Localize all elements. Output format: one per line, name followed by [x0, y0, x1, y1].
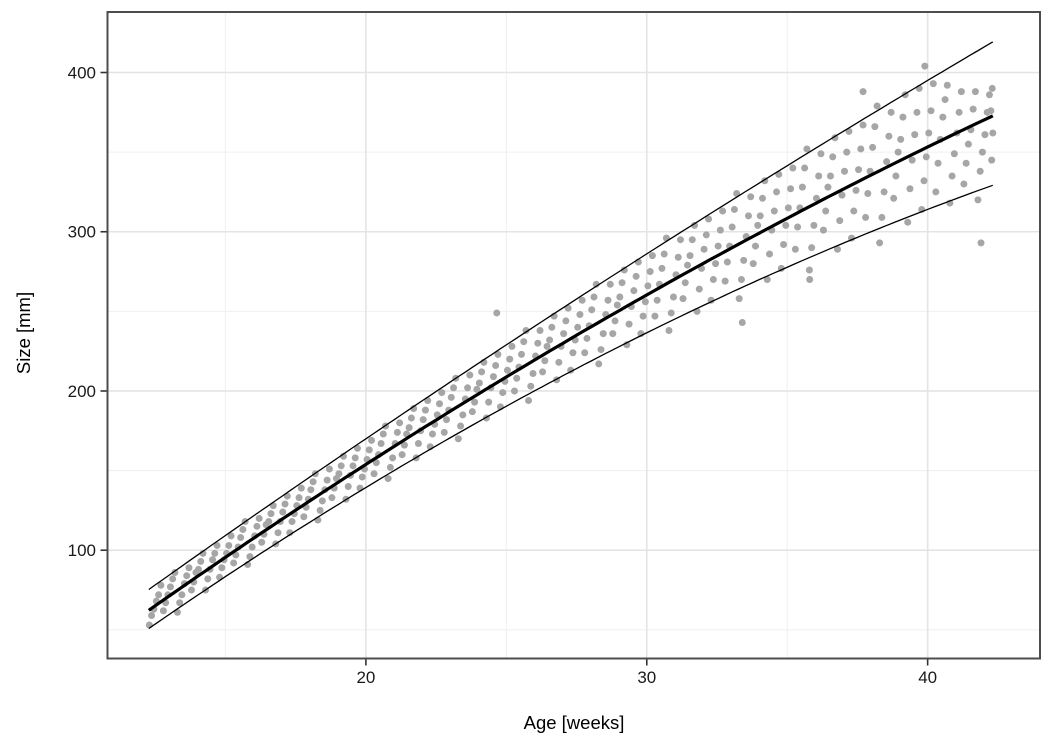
- interval-line-lower: [148, 184, 994, 630]
- y-tick-label: 300: [68, 223, 96, 242]
- x-tick-label: 30: [637, 668, 656, 687]
- grid-major: [107, 12, 1040, 659]
- x-axis-title: Age [weeks]: [523, 712, 625, 733]
- fit-line-center: [147, 114, 994, 612]
- x-tick-label: 40: [918, 668, 937, 687]
- grid-minor: [107, 12, 1040, 659]
- y-axis-title: Size [mm]: [13, 291, 34, 375]
- y-tick-label: 400: [68, 64, 96, 83]
- panel-border: [106, 11, 1041, 660]
- interval-line-upper: [148, 41, 994, 591]
- y-tick-label: 100: [68, 541, 96, 560]
- y-axis-ticks: 100 200 300 400: [68, 64, 107, 560]
- y-tick-label: 200: [68, 382, 96, 401]
- scatter-points: [145, 62, 997, 629]
- x-axis-ticks: 20 30 40: [356, 659, 937, 687]
- x-tick-label: 20: [356, 668, 375, 687]
